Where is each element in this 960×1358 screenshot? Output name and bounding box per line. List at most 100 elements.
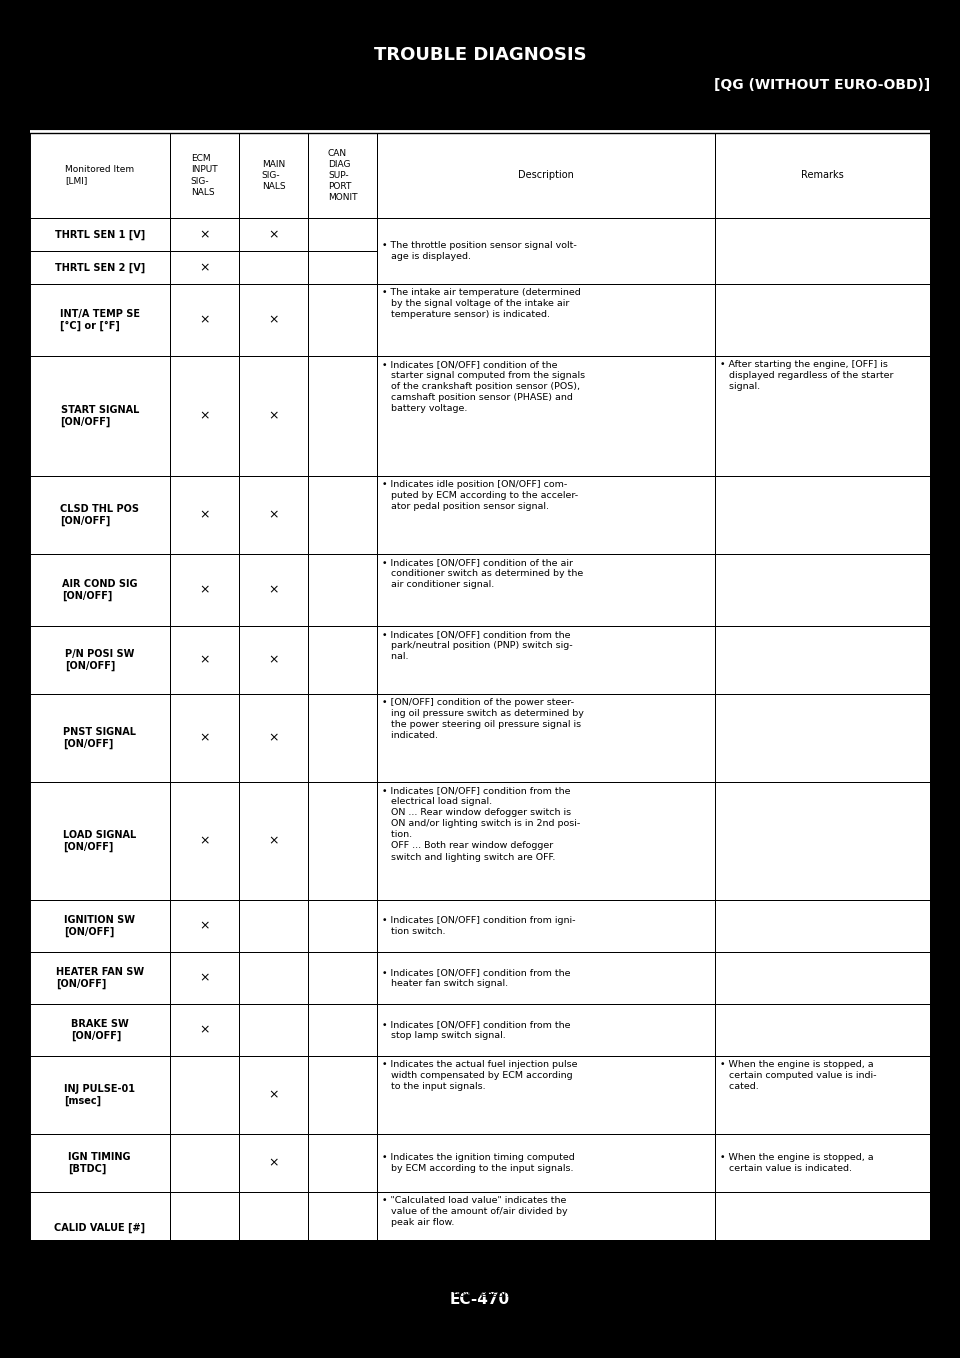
Bar <box>377 694 715 782</box>
Bar <box>170 626 239 694</box>
Bar <box>377 1134 715 1192</box>
Bar <box>308 554 377 626</box>
Bar <box>308 477 377 554</box>
Text: ×: × <box>199 919 209 933</box>
Bar <box>239 1264 308 1342</box>
Text: ×: × <box>199 835 209 847</box>
Text: • After starting the engine, [OFF] is
   displayed regardless of the starter
   : • After starting the engine, [OFF] is di… <box>720 360 894 391</box>
Bar <box>170 284 239 356</box>
Text: ×: × <box>268 1089 278 1101</box>
Bar <box>239 782 308 900</box>
Bar <box>170 694 239 782</box>
Bar <box>170 477 239 554</box>
Text: ×: × <box>199 584 209 596</box>
Text: TROUBLE DIAGNOSIS: TROUBLE DIAGNOSIS <box>373 46 587 64</box>
Text: ×: × <box>268 314 278 326</box>
Text: • Indicates [ON/OFF] condition from the
   park/neutral position (PNP) switch si: • Indicates [ON/OFF] condition from the … <box>382 630 573 661</box>
Bar <box>239 1134 308 1192</box>
Text: ECM
INPUT
SIG-
NALS: ECM INPUT SIG- NALS <box>191 155 218 197</box>
Bar <box>308 219 377 251</box>
Bar <box>170 1057 239 1134</box>
Bar <box>308 900 377 952</box>
Text: CLSD THL POS
[ON/OFF]: CLSD THL POS [ON/OFF] <box>60 504 139 527</box>
Bar <box>170 251 239 284</box>
Bar <box>308 694 377 782</box>
Text: BRAKE SW
[ON/OFF]: BRAKE SW [ON/OFF] <box>71 1018 129 1042</box>
Text: MASS AIRFLOW
[g/sec]: MASS AIRFLOW [g/sec] <box>58 1291 142 1315</box>
Bar <box>30 782 170 900</box>
Text: • Indicates [ON/OFF] condition from the
   electrical load signal.
   ON ... Rea: • Indicates [ON/OFF] condition from the … <box>382 786 581 861</box>
Text: INT/A TEMP SE
[°C] or [°F]: INT/A TEMP SE [°C] or [°F] <box>60 308 140 331</box>
Text: • The throttle position sensor signal volt-
   age is displayed.: • The throttle position sensor signal vo… <box>382 240 577 261</box>
Bar <box>30 356 170 477</box>
Bar <box>377 219 715 284</box>
Bar <box>715 1134 930 1192</box>
Text: • Indicates the mass airflow computed by
   ECM according to the signal voltage : • Indicates the mass airflow computed by… <box>382 1268 581 1300</box>
Text: Remarks: Remarks <box>801 171 844 181</box>
Bar <box>30 477 170 554</box>
Text: P/N POSI SW
[ON/OFF]: P/N POSI SW [ON/OFF] <box>65 649 134 671</box>
Text: ×: × <box>268 835 278 847</box>
Text: • Indicates [ON/OFF] condition of the
   starter signal computed from the signal: • Indicates [ON/OFF] condition of the st… <box>382 360 586 413</box>
Text: ×: × <box>199 314 209 326</box>
Text: IGN TIMING
[BTDC]: IGN TIMING [BTDC] <box>68 1152 131 1175</box>
Text: EC-470: EC-470 <box>450 1293 510 1308</box>
Bar <box>239 1057 308 1134</box>
Bar <box>170 554 239 626</box>
Bar <box>30 133 170 219</box>
Bar <box>239 219 308 251</box>
Text: • Indicates [ON/OFF] condition of the air
   conditioner switch as determined by: • Indicates [ON/OFF] condition of the ai… <box>382 558 584 589</box>
Text: THRTL SEN 2 [V]: THRTL SEN 2 [V] <box>55 262 145 273</box>
Text: ×: × <box>199 410 209 422</box>
Bar <box>715 626 930 694</box>
Text: ×: × <box>268 653 278 667</box>
Bar <box>239 1004 308 1057</box>
Text: • Indicates [ON/OFF] condition from the
   stop lamp switch signal.: • Indicates [ON/OFF] condition from the … <box>382 1020 571 1040</box>
Bar <box>170 1134 239 1192</box>
Bar <box>30 1057 170 1134</box>
Text: MAIN
SIG-
NALS: MAIN SIG- NALS <box>262 160 285 191</box>
Bar <box>30 251 170 284</box>
Bar <box>715 1004 930 1057</box>
Bar <box>377 284 715 356</box>
Bar <box>377 782 715 900</box>
Bar <box>308 952 377 1004</box>
Bar <box>170 219 239 251</box>
Bar <box>715 900 930 952</box>
Bar <box>308 356 377 477</box>
Bar <box>308 1004 377 1057</box>
Bar <box>170 900 239 952</box>
Text: ×: × <box>199 508 209 521</box>
Bar <box>308 284 377 356</box>
Bar <box>30 219 170 251</box>
Text: INJ PULSE-01
[msec]: INJ PULSE-01 [msec] <box>64 1084 135 1107</box>
Bar <box>170 782 239 900</box>
Bar <box>377 1057 715 1134</box>
Text: • Indicates [ON/OFF] condition from igni-
   tion switch.: • Indicates [ON/OFF] condition from igni… <box>382 915 576 936</box>
Bar <box>239 1192 308 1264</box>
Bar <box>715 284 930 356</box>
Text: ×: × <box>199 732 209 744</box>
Text: ×: × <box>199 1024 209 1036</box>
Bar <box>308 251 377 284</box>
Text: ×: × <box>199 971 209 985</box>
Bar <box>239 694 308 782</box>
Bar <box>377 952 715 1004</box>
Bar <box>377 1264 715 1342</box>
Text: • Indicates the actual fuel injection pulse
   width compensated by ECM accordin: • Indicates the actual fuel injection pu… <box>382 1061 578 1092</box>
Bar <box>715 219 930 284</box>
Bar <box>715 694 930 782</box>
Bar <box>377 477 715 554</box>
Text: START SIGNAL
[ON/OFF]: START SIGNAL [ON/OFF] <box>60 405 139 428</box>
Bar <box>715 554 930 626</box>
Text: ×: × <box>199 228 209 240</box>
Bar <box>308 1264 377 1342</box>
Bar <box>30 694 170 782</box>
Bar <box>30 626 170 694</box>
Text: THRTL SEN 1 [V]: THRTL SEN 1 [V] <box>55 230 145 239</box>
Bar <box>308 626 377 694</box>
Text: • When the engine is stopped, a
   certain value is indicated.: • When the engine is stopped, a certain … <box>720 1153 874 1173</box>
Bar <box>308 1192 377 1264</box>
Bar <box>715 782 930 900</box>
Text: CAN
DIAG
SUP-
PORT
MONIT: CAN DIAG SUP- PORT MONIT <box>328 149 357 202</box>
